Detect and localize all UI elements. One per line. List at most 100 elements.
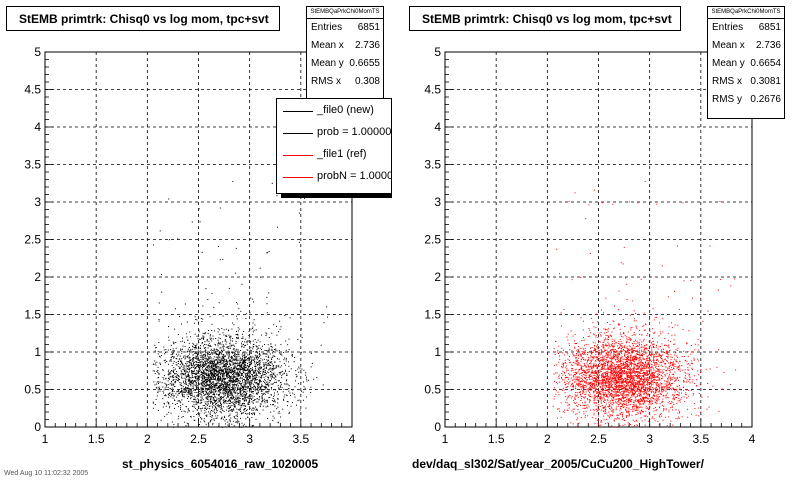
scatter-point <box>210 373 212 375</box>
scatter-point <box>200 361 202 363</box>
scatter-point <box>222 385 224 387</box>
scatter-point <box>242 412 244 414</box>
scatter-point <box>584 380 586 382</box>
scatter-point <box>277 398 279 399</box>
scatter-point <box>228 400 230 402</box>
scatter-point <box>206 374 208 376</box>
scatter-point <box>254 374 256 376</box>
y-tick-label: 5 <box>34 45 41 59</box>
scatter-point <box>221 353 223 355</box>
scatter-point <box>277 412 279 414</box>
scatter-point <box>197 352 199 354</box>
scatter-point <box>229 375 231 377</box>
scatter-point <box>194 348 196 350</box>
scatter-point <box>266 296 268 298</box>
scatter-point <box>271 350 273 351</box>
scatter-point <box>155 364 157 366</box>
scatter-point <box>164 403 165 405</box>
scatter-point <box>219 359 221 361</box>
scatter-point <box>648 378 650 380</box>
scatter-point <box>244 380 246 382</box>
scatter-point <box>222 365 224 367</box>
scatter-point <box>603 399 605 401</box>
scatter-point <box>200 345 201 347</box>
scatter-point <box>206 394 208 396</box>
scatter-point <box>241 367 243 369</box>
scatter-point <box>168 402 170 404</box>
scatter-point <box>190 348 192 350</box>
scatter-point <box>237 421 239 423</box>
scatter-point <box>667 385 669 387</box>
scatter-point <box>277 393 279 395</box>
scatter-point <box>276 195 278 197</box>
scatter-point <box>212 403 214 405</box>
scatter-point <box>248 365 249 367</box>
scatter-point <box>612 377 614 379</box>
scatter-point <box>175 379 177 380</box>
scatter-point <box>640 391 642 393</box>
scatter-point <box>204 383 206 385</box>
scatter-point <box>207 401 209 403</box>
scatter-point <box>217 404 219 406</box>
scatter-point <box>653 376 655 378</box>
scatter-point <box>262 399 264 401</box>
scatter-point <box>183 388 185 389</box>
scatter-point <box>223 358 225 360</box>
scatter-point <box>611 341 613 342</box>
scatter-point <box>225 397 227 399</box>
scatter-point <box>253 343 255 345</box>
scatter-point <box>241 345 243 347</box>
scatter-point <box>198 208 200 210</box>
scatter-point <box>223 386 225 388</box>
scatter-point <box>216 387 218 389</box>
scatter-point <box>578 345 580 347</box>
scatter-point <box>629 380 631 382</box>
scatter-point <box>610 375 612 377</box>
scatter-point <box>603 419 605 421</box>
scatter-point <box>177 238 179 240</box>
scatter-point <box>168 369 170 371</box>
scatter-point <box>228 352 230 354</box>
scatter-point <box>187 356 189 358</box>
scatter-point <box>230 340 232 342</box>
scatter-point <box>242 403 243 404</box>
scatter-point <box>212 382 214 384</box>
scatter-point <box>215 376 217 378</box>
scatter-point <box>198 372 200 374</box>
scatter-point <box>257 371 259 372</box>
scatter-point <box>581 374 583 376</box>
scatter-point <box>215 366 217 368</box>
scatter-point <box>226 389 228 391</box>
scatter-point <box>206 340 208 342</box>
scatter-point <box>283 359 285 361</box>
scatter-point <box>261 390 263 392</box>
scatter-point <box>201 384 203 386</box>
scatter-point <box>203 404 205 406</box>
scatter-point <box>671 356 673 358</box>
scatter-point <box>212 363 214 365</box>
scatter-point <box>191 365 193 367</box>
scatter-point <box>618 366 620 368</box>
scatter-point <box>270 404 272 406</box>
x-tick-label: 3 <box>646 432 653 446</box>
scatter-point <box>257 386 259 388</box>
scatter-point <box>274 362 276 363</box>
scatter-point <box>197 372 198 374</box>
scatter-point <box>638 366 640 367</box>
scatter-point <box>627 369 629 371</box>
scatter-point <box>236 355 238 357</box>
scatter-point <box>209 345 211 347</box>
scatter-point <box>277 402 279 404</box>
scatter-point <box>224 394 226 396</box>
scatter-point <box>184 345 186 347</box>
scatter-point <box>231 370 233 372</box>
scatter-point <box>608 382 610 384</box>
scatter-point <box>566 368 568 370</box>
scatter-point <box>275 365 277 367</box>
scatter-point <box>179 367 181 368</box>
scatter-point <box>280 354 282 356</box>
scatter-point <box>200 347 202 349</box>
scatter-point <box>237 303 239 305</box>
scatter-point <box>271 400 273 402</box>
scatter-point <box>252 400 254 402</box>
